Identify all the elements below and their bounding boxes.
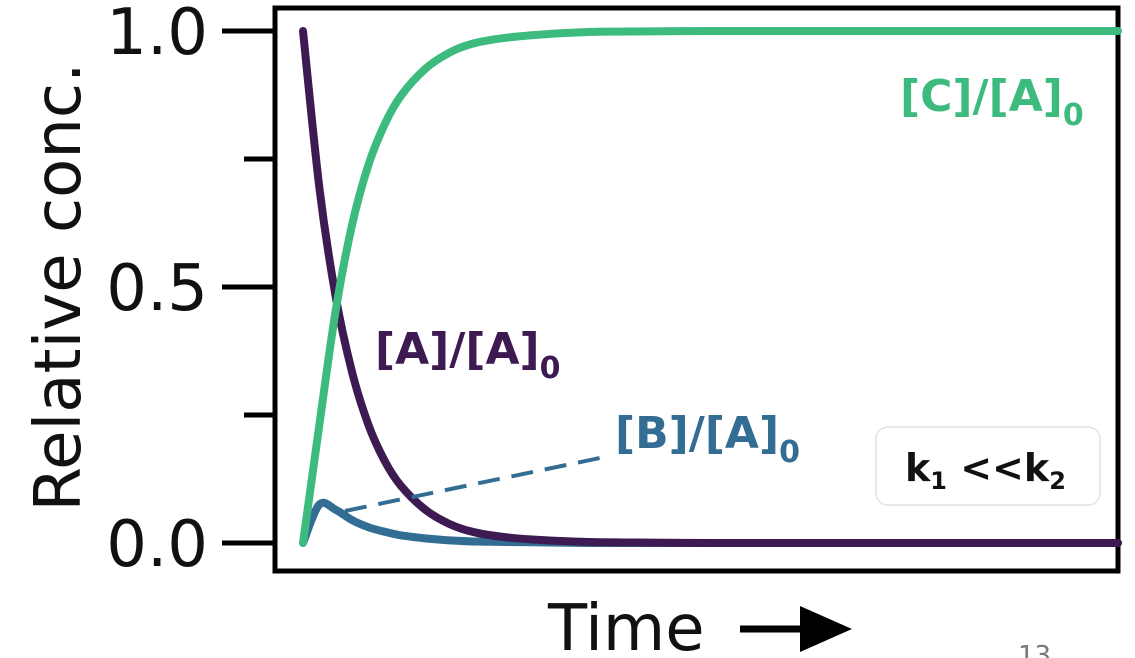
page-number: 13 [1018, 641, 1051, 658]
x-axis-title: Time [547, 592, 705, 658]
series-label-c: [C]/[A]0 [900, 71, 1084, 133]
series-label-c-sub: 0 [1063, 98, 1084, 133]
rate-k2-sub: 2 [1049, 467, 1066, 495]
rate-relation-text: k1 <<k2 [905, 446, 1066, 495]
rate-operator: << [947, 446, 1024, 490]
b-label-pointer [344, 456, 601, 513]
rate-k1: k [905, 446, 931, 490]
y-axis: 0.0 0.5 1.0 [106, 0, 275, 582]
rate-relation-frame [875, 426, 1101, 506]
y-axis-title: Relative conc. [22, 63, 96, 512]
x-axis-title-group: Time [547, 592, 852, 658]
series-label-a: [A]/[A]0 [375, 324, 561, 386]
rate-relation-box: k1 <<k2 [875, 426, 1101, 506]
series-layer [299, 26, 1122, 548]
series-line-c [299, 26, 1122, 547]
y-tick-label-0: 0.0 [106, 508, 208, 582]
series-label-b-sub: 0 [779, 435, 800, 470]
series-label-a-main: [A]/[A] [375, 324, 540, 375]
rate-k1-sub: 1 [930, 467, 947, 495]
series-label-b: [B]/[A]0 [615, 408, 800, 470]
y-tick-label-2: 0.5 [106, 252, 208, 326]
rate-k2: k [1024, 446, 1050, 490]
series-label-c-main: [C]/[A] [900, 71, 1063, 122]
series-label-a-sub: 0 [540, 351, 561, 386]
series-line-a [299, 27, 1122, 548]
series-label-b-main: [B]/[A] [615, 408, 779, 459]
y-tick-label-4: 1.0 [106, 0, 208, 70]
time-arrow-head [800, 606, 852, 652]
